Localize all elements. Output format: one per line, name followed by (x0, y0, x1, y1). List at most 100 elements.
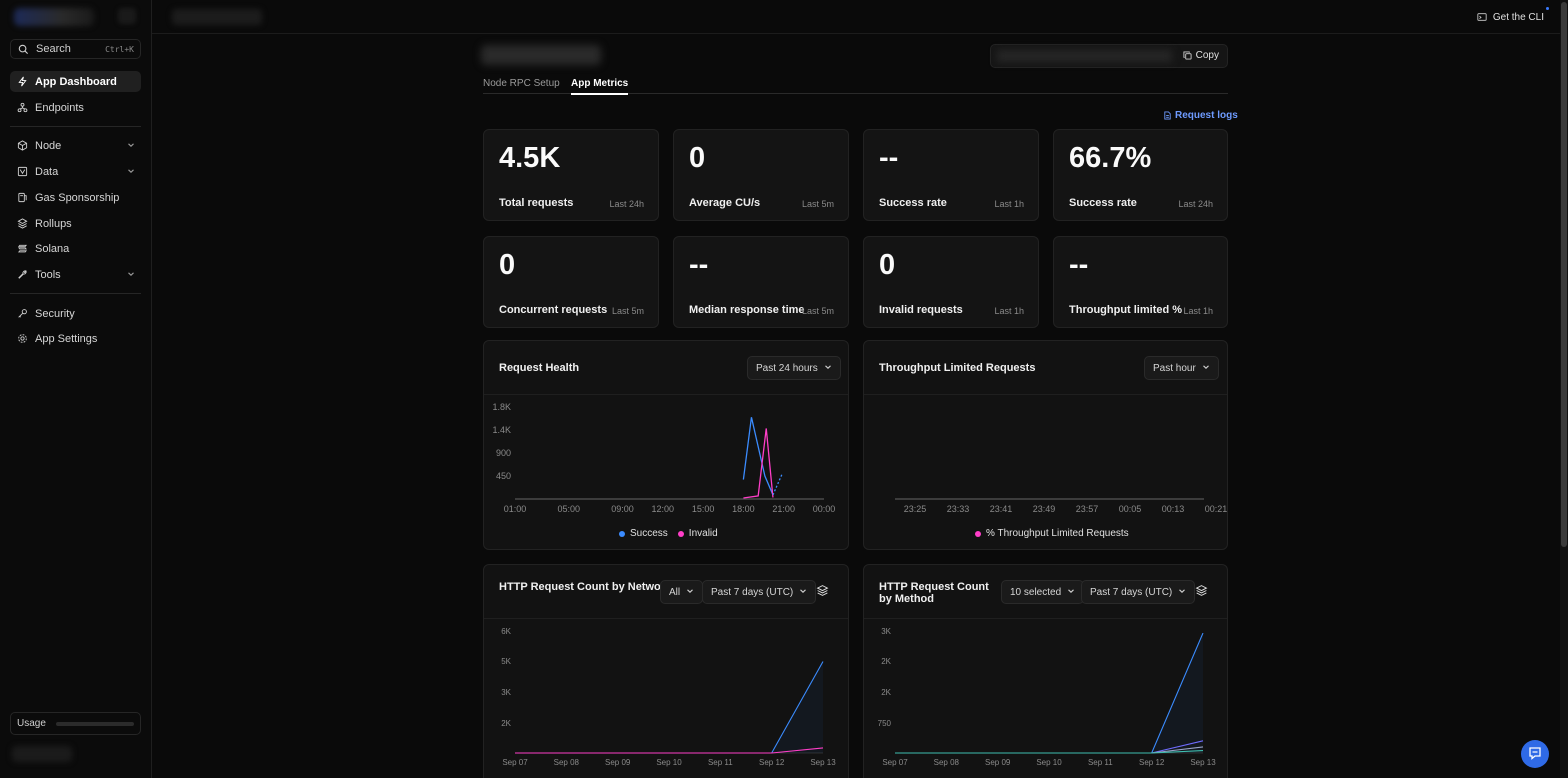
metric-card-total-requests: 4.5K Total requests Last 24h (483, 129, 659, 221)
time-range-select[interactable]: Past hour (1144, 356, 1219, 380)
y-tick-label: 900 (496, 448, 511, 458)
chat-support-button[interactable] (1521, 740, 1549, 768)
network-filter-select[interactable]: All (660, 580, 704, 604)
sidebar-divider (10, 126, 141, 127)
sidebar-item-solana[interactable]: Solana (10, 238, 141, 259)
y-tick-label: 2K (881, 688, 891, 697)
legend-item-success[interactable]: Success (619, 528, 668, 539)
sidebar-divider (10, 293, 141, 294)
series-line-1 (515, 747, 824, 754)
sidebar-item-app-settings[interactable]: App Settings (10, 328, 141, 349)
network-filter-value: All (669, 586, 681, 598)
page-scrollbar[interactable] (1560, 0, 1568, 778)
series-line-invalid (743, 428, 774, 499)
method-filter-select[interactable]: 10 selected (1001, 580, 1085, 604)
panel-title: Request Health (499, 362, 580, 374)
metric-period: Last 5m (801, 306, 834, 316)
series-area-0 (895, 633, 1203, 753)
request-logs-link[interactable]: Request logs (1163, 110, 1238, 121)
metric-period: Last 5m (801, 199, 834, 209)
gas-icon (16, 192, 28, 204)
copy-button[interactable]: Copy (1183, 50, 1219, 61)
sidebar-item-app-dashboard[interactable]: App Dashboard (10, 71, 141, 92)
copy-icon (1183, 51, 1192, 60)
time-range-select[interactable]: Past 7 days (UTC) (702, 580, 817, 604)
logo[interactable] (14, 8, 94, 26)
chart-legend: % Throughput Limited Requests (975, 528, 1139, 539)
sidebar-item-label: Data (35, 165, 59, 178)
request-health-panel: Request Health Past 24 hours 1.8K 1.4K 900… (483, 340, 849, 550)
breadcrumb[interactable] (172, 9, 262, 25)
chevron-down-icon (127, 140, 135, 152)
sidebar-item-data[interactable]: Data (10, 161, 141, 182)
x-tick-label: 15:00 (692, 504, 715, 514)
x-tick-label: Sep 08 (934, 758, 960, 767)
search-shortcut: Ctrl+K (105, 44, 134, 54)
metric-value: 0 (879, 249, 896, 281)
chevron-down-icon (799, 587, 807, 598)
request-logs-label: Request logs (1175, 110, 1238, 121)
legend-swatch (677, 530, 684, 537)
sidebar-item-label: App Dashboard (35, 75, 117, 88)
api-key-field[interactable]: Copy (990, 44, 1228, 68)
http-by-method-chart[interactable]: 3K 2K 2K 750 Sep 07 Sep 08 Sep 09 Sep 10 Sep 11 S… (864, 621, 1227, 778)
legend-label: % Throughput Limited Requests (986, 528, 1129, 539)
legend-item-invalid[interactable]: Invalid (677, 528, 718, 539)
sidebar-item-label: App Settings (35, 332, 98, 345)
layers-toggle-button[interactable] (811, 581, 833, 603)
time-range-select[interactable]: Past 24 hours (747, 356, 841, 380)
metric-label: Success rate (879, 197, 947, 209)
chevron-down-icon (1178, 587, 1186, 598)
key-icon (16, 308, 28, 320)
collapse-sidebar-button[interactable] (118, 8, 136, 24)
request-health-chart[interactable]: 1.8K 1.4K 900 450 01:00 05:00 09:00 12:00 15:00 1… (484, 397, 848, 527)
sidebar-item-tools[interactable]: Tools (10, 264, 141, 285)
user-menu[interactable] (12, 746, 72, 762)
x-tick-label: 05:00 (557, 504, 580, 514)
metric-value: 0 (499, 249, 516, 281)
tab-app-metrics[interactable]: App Metrics (571, 78, 629, 95)
x-tick-label: 12:00 (652, 504, 675, 514)
sidebar-item-security[interactable]: Security (10, 303, 141, 324)
rollups-icon (16, 218, 28, 230)
x-tick-label: Sep 12 (759, 758, 785, 767)
series-line-0 (515, 661, 824, 754)
sidebar-item-node[interactable]: Node (10, 135, 141, 156)
sidebar-item-label: Solana (35, 242, 70, 255)
throughput-chart[interactable]: 23:25 23:33 23:41 23:49 23:57 00:05 00:13 00:21 (864, 397, 1227, 527)
legend-item-throughput[interactable]: % Throughput Limited Requests (975, 528, 1129, 539)
sidebar-item-label: Gas Sponsorship (35, 191, 120, 204)
time-range-value: Past 24 hours (756, 362, 818, 374)
layers-icon (816, 584, 829, 600)
metric-label: Average CU/s (689, 197, 761, 209)
metric-card-success-rate-1h: -- Success rate Last 1h (863, 129, 1039, 221)
usage-meter[interactable]: Usage (10, 712, 141, 735)
x-tick-label: 23:41 (990, 504, 1013, 514)
http-by-network-chart[interactable]: 6K 5K 3K 2K Sep 07 Sep 08 Sep 09 Sep 10 Sep 11 Se… (484, 621, 848, 778)
sidebar-item-gas-sponsorship[interactable]: Gas Sponsorship (10, 187, 141, 208)
tab-node-rpc-setup[interactable]: Node RPC Setup (483, 78, 560, 89)
layers-toggle-button[interactable] (1190, 581, 1212, 603)
metric-label: Invalid requests (879, 304, 963, 316)
metric-period: Last 5m (611, 306, 644, 316)
search-label: Search (36, 43, 71, 55)
metric-card-success-rate-24h: 66.7% Success rate Last 24h (1053, 129, 1228, 221)
app-name (481, 45, 601, 65)
panel-title: HTTP Request Count by Network (499, 581, 672, 593)
sidebar-item-endpoints[interactable]: Endpoints (10, 97, 141, 118)
panel-title: HTTP Request Count by Method (879, 581, 989, 605)
throughput-panel: Throughput Limited Requests Past hour 23… (863, 340, 1228, 550)
y-tick-label: 3K (501, 688, 511, 697)
get-cli-link[interactable]: Get the CLI (1476, 7, 1549, 23)
terminal-icon (1476, 11, 1488, 23)
sidebar-item-rollups[interactable]: Rollups (10, 213, 141, 234)
x-tick-label: 23:49 (1033, 504, 1056, 514)
search-input[interactable]: Search Ctrl+K (10, 39, 141, 59)
sidebar-item-label: Security (35, 307, 75, 320)
x-tick-label: 23:57 (1076, 504, 1099, 514)
metric-period: Last 24h (1178, 199, 1213, 209)
time-range-select[interactable]: Past 7 days (UTC) (1081, 580, 1196, 604)
metric-period: Last 24h (609, 199, 644, 209)
topbar: Get the CLI (152, 0, 1560, 34)
sidebar: Search Ctrl+K App Dashboard Endpoints No… (0, 0, 152, 778)
